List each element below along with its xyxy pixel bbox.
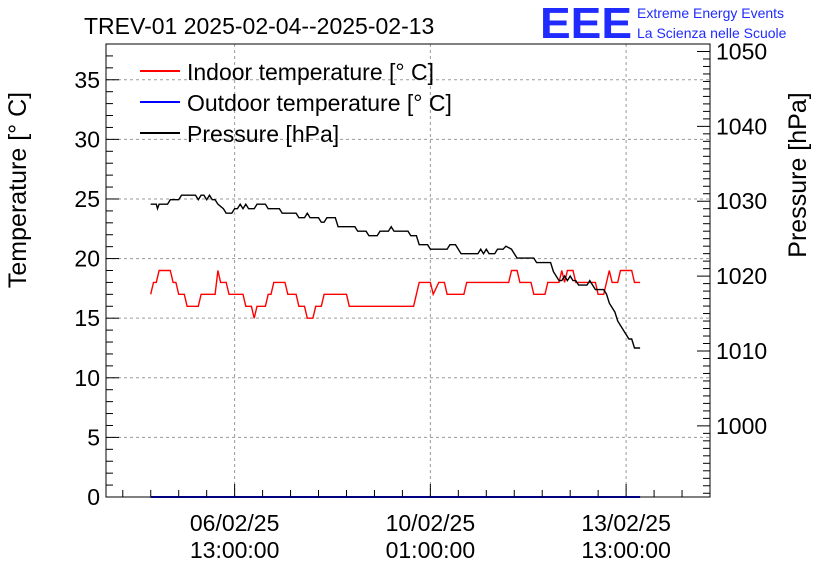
legend: Indoor temperature [° C] Outdoor tempera… [140, 59, 452, 147]
y2-tick-label: 1000 [716, 413, 767, 439]
brand-line-1: Extreme Energy Events [637, 5, 784, 21]
pressure-line [150, 193, 641, 349]
chart-title: TREV-01 2025-02-04--2025-02-13 [84, 13, 434, 39]
y-tick-label: 25 [74, 186, 100, 212]
y2-tick-label: 1050 [716, 38, 767, 64]
y-tick-label: 20 [74, 246, 100, 272]
x-tick-label-time: 01:00:00 [386, 537, 476, 563]
y2-axis-label: Pressure [hPa] [784, 92, 812, 257]
y2-tick-label: 1040 [716, 113, 767, 139]
series-layer [150, 193, 641, 498]
y-tick-label: 30 [74, 126, 100, 152]
legend-label-indoor: Indoor temperature [° C] [187, 59, 434, 85]
legend-label-outdoor: Outdoor temperature [° C] [187, 90, 452, 116]
x-tick-label-time: 13:00:00 [190, 537, 280, 563]
y-tick-label: 0 [87, 484, 100, 510]
x-tick-label-date: 06/02/25 [190, 510, 280, 536]
axes: 0 5 10 15 20 25 30 35 1000 1010 1020 1030 1040 1050 06… [74, 38, 767, 563]
y2-tick-label: 1030 [716, 188, 767, 214]
x-tick-label-time: 13:00:00 [581, 537, 671, 563]
y2-tick-label: 1010 [716, 338, 767, 364]
x-tick-label-date: 13/02/25 [581, 510, 671, 536]
x-tick-label-date: 10/02/25 [386, 510, 476, 536]
y-tick-label: 10 [74, 365, 100, 391]
brand-line-2: La Scienza nelle Scuole [637, 25, 787, 41]
indoor-temperature-line [150, 269, 641, 319]
legend-label-pressure: Pressure [hPa] [187, 121, 339, 147]
y2-tick-label: 1020 [716, 263, 767, 289]
y-axis-label: Temperature [° C] [4, 92, 32, 288]
y-tick-label: 5 [87, 424, 100, 450]
y-tick-label: 35 [74, 67, 100, 93]
grid [106, 44, 710, 497]
y-tick-label: 15 [74, 305, 100, 331]
eee-logo: EEE [540, 0, 632, 48]
